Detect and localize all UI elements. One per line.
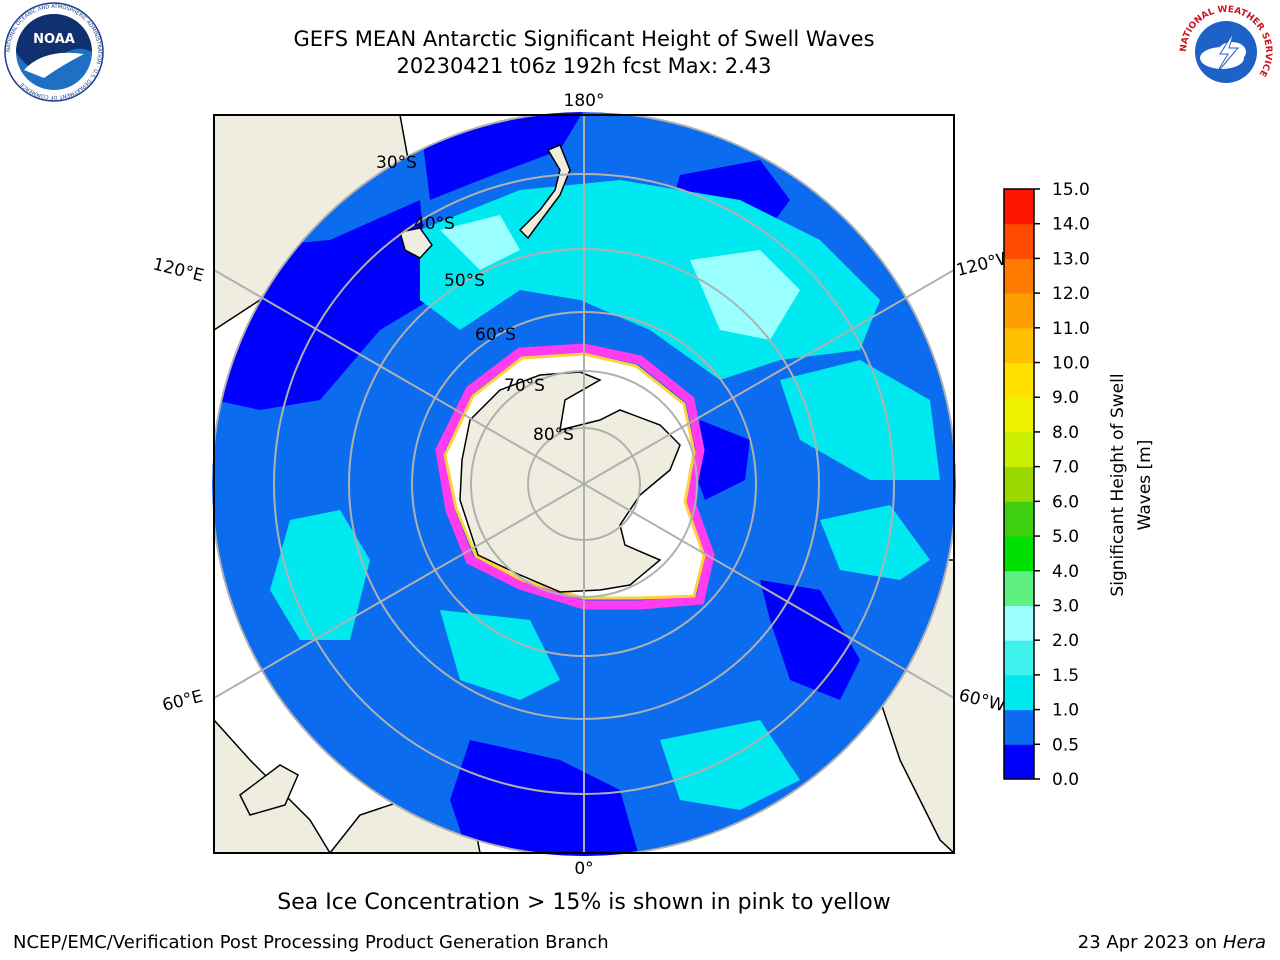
colorbar-tick-label: 9.0 bbox=[1052, 388, 1079, 408]
lon-label-0: 0° bbox=[574, 859, 593, 879]
ocean-disc bbox=[212, 112, 956, 856]
colorbar-tick-label: 5.0 bbox=[1052, 527, 1079, 547]
colorbar-tick-label: 8.0 bbox=[1052, 423, 1079, 443]
colorbar-segment bbox=[1004, 327, 1034, 364]
colorbar-tick-label: 13.0 bbox=[1052, 249, 1090, 269]
colorbar-tick-label: 6.0 bbox=[1052, 492, 1079, 512]
lat-label-30s: 30°S bbox=[376, 153, 417, 173]
colorbar-segment bbox=[1004, 258, 1034, 294]
colorbar-tick-label: 15.0 bbox=[1052, 180, 1090, 200]
footer-date-text: 23 Apr 2023 on bbox=[1077, 932, 1223, 953]
colorbar-label-line1: Significant Height of Swell bbox=[1108, 373, 1128, 596]
colorbar-tick-label: 7.0 bbox=[1052, 458, 1079, 478]
colorbar-segment bbox=[1004, 189, 1034, 225]
colorbar-label-line2: Waves [m] bbox=[1135, 440, 1155, 531]
nws-logo: NATIONAL WEATHER SERVICE bbox=[1178, 4, 1274, 100]
sea-ice-note: Sea Ice Concentration > 15% is shown in … bbox=[277, 890, 891, 915]
colorbar-segment bbox=[1004, 640, 1034, 676]
footer-credit: NCEP/EMC/Verification Post Processing Pr… bbox=[13, 932, 609, 953]
colorbar-segment bbox=[1004, 501, 1034, 537]
chart-subtitle: 20230421 t06z 192h fcst Max: 2.43 bbox=[396, 54, 772, 78]
colorbar-tick-label: 0.5 bbox=[1052, 735, 1079, 755]
colorbar-tick-label: 4.0 bbox=[1052, 562, 1079, 582]
colorbar-segment bbox=[1004, 293, 1034, 329]
colorbar-tick-label: 1.0 bbox=[1052, 701, 1079, 721]
colorbar: 0.0 0.5 1.0 1.5 2.0 3.0 4.0 5.0 6.0 7.0 8.0 9.0 10.0… bbox=[1003, 180, 1090, 790]
lat-label-60s: 60°S bbox=[475, 325, 516, 345]
colorbar-tick-label: 1.5 bbox=[1052, 666, 1079, 686]
colorbar-segment bbox=[1004, 605, 1034, 641]
colorbar-segment bbox=[1004, 709, 1034, 745]
footer-date: 23 Apr 2023 on Hera bbox=[1078, 932, 1266, 953]
lat-label-50s: 50°S bbox=[444, 271, 485, 291]
lon-label-180: 180° bbox=[564, 91, 605, 111]
colorbar-segment bbox=[1004, 536, 1034, 572]
colorbar-tick-label: 14.0 bbox=[1052, 215, 1090, 235]
noaa-logo: NATIONAL OCEANIC AND ATMOSPHERIC ADMINIS… bbox=[4, 2, 104, 102]
noaa-text: NOAA bbox=[33, 32, 75, 47]
colorbar-tick-label: 2.0 bbox=[1052, 631, 1079, 651]
colorbar-tick-label: 3.0 bbox=[1052, 596, 1079, 616]
colorbar-tick-label: 11.0 bbox=[1052, 319, 1090, 339]
colorbar-segment bbox=[1004, 570, 1034, 606]
colorbar-segment bbox=[1004, 397, 1034, 433]
lon-label-60w: 60°W bbox=[957, 685, 1008, 716]
map-frame bbox=[213, 114, 955, 854]
colorbar-segment bbox=[1004, 431, 1034, 468]
colorbar-segment bbox=[1004, 466, 1034, 502]
colorbar-segment bbox=[1004, 223, 1034, 259]
lat-label-40s: 40°S bbox=[414, 214, 455, 234]
colorbar-frame bbox=[1003, 188, 1035, 780]
lon-label-60e: 60°E bbox=[160, 687, 204, 716]
land-masses bbox=[399, 144, 571, 259]
lon-label-120e: 120°E bbox=[151, 254, 206, 286]
colorbar-segment bbox=[1004, 674, 1034, 711]
lat-label-70s: 70°S bbox=[504, 376, 545, 396]
colorbar-segment bbox=[1004, 362, 1034, 398]
footer-host: Hera bbox=[1222, 932, 1266, 953]
lat-label-80s: 80°S bbox=[533, 425, 574, 445]
colorbar-tick-label: 0.0 bbox=[1052, 770, 1079, 790]
colorbar-tick-label: 12.0 bbox=[1052, 284, 1090, 304]
colorbar-tick-label: 10.0 bbox=[1052, 354, 1090, 374]
colorbar-segment bbox=[1004, 744, 1034, 780]
chart-title: GEFS MEAN Antarctic Significant Height o… bbox=[293, 27, 875, 51]
graticule bbox=[214, 115, 954, 853]
